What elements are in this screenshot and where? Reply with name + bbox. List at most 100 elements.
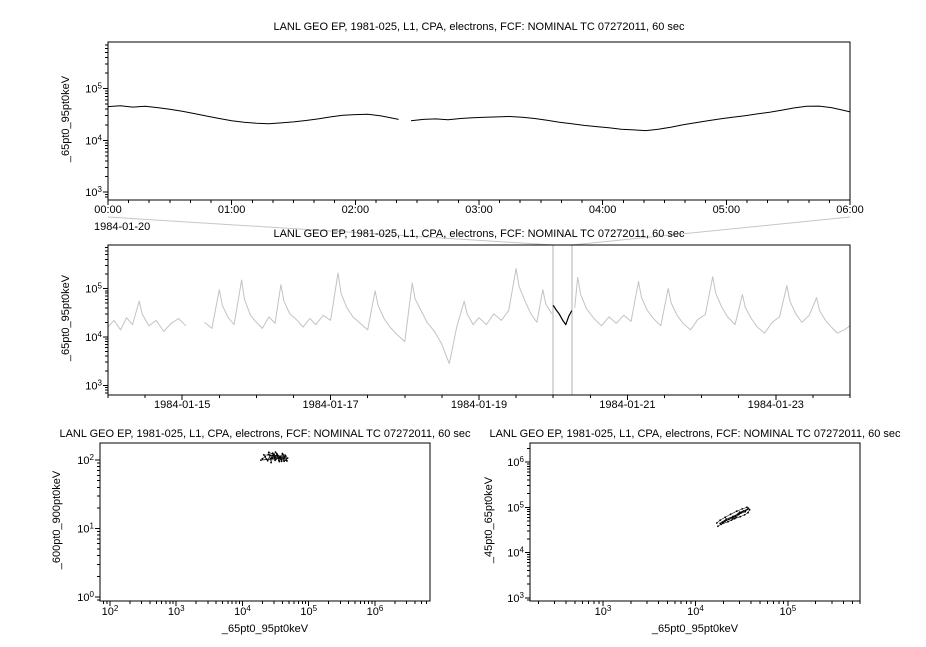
plot3-title: LANL GEO EP, 1981-025, L1, CPA, electron…: [59, 428, 471, 440]
tick-label: 104: [85, 330, 102, 344]
scatter-point: [280, 460, 283, 463]
plot2-ylabel: _65pt0_95pt0keV: [60, 274, 72, 362]
scatter-point: [261, 457, 264, 460]
scatter-point: [271, 456, 273, 459]
scatter-point: [719, 522, 722, 525]
scatter-point: [738, 511, 741, 514]
scatter-point: [278, 459, 280, 462]
scatter-point: [733, 517, 736, 520]
zoom-connector-right: [571, 216, 851, 246]
x-tick-label: 1984-01-23: [748, 399, 804, 411]
scatter-point: [269, 458, 272, 460]
scatter-point: [267, 451, 270, 454]
plot2-group: 103 104 105 1984-01-15 1984-01-17 1984-01-19 1…: [85, 216, 851, 411]
scatter-point: [727, 520, 729, 523]
tick-label: 105: [300, 604, 317, 618]
tick-label: 104: [507, 546, 524, 560]
plot3-group: 100 101 102 102 103 104 105 106: [77, 442, 431, 618]
plot2-canvas[interactable]: [108, 245, 850, 395]
tick-label: 102: [77, 453, 94, 467]
plot3-frame: [99, 442, 431, 602]
x-tick-label: 03:00: [465, 204, 493, 216]
scatter-point: [264, 455, 267, 458]
tick-label: 105: [507, 500, 524, 514]
scatter-point: [721, 521, 724, 523]
scatter-point: [719, 519, 722, 521]
scatter-point: [741, 508, 744, 510]
scatter-point: [286, 457, 289, 459]
scatter-point: [743, 514, 746, 516]
scatter-point: [744, 510, 747, 513]
plot4-canvas[interactable]: [530, 443, 860, 601]
scatter-point: [280, 458, 283, 461]
plot1-canvas[interactable]: [108, 42, 850, 200]
scatter-point: [746, 508, 749, 511]
x-tick-label: 1984-01-17: [302, 399, 358, 411]
scatter-point: [274, 459, 276, 462]
scatter-point: [737, 512, 740, 515]
tick-label: 102: [102, 604, 119, 618]
x-tick-label: 04:00: [589, 204, 617, 216]
scatter-point: [724, 516, 727, 519]
plot3-canvas[interactable]: [100, 443, 430, 601]
tick-label: 100: [77, 590, 94, 604]
scatter-point: [725, 518, 728, 520]
scatter-point: [265, 458, 268, 461]
scatter-point: [715, 522, 718, 524]
plot4-ylabel: _45pt0_65pt0keV: [483, 476, 495, 564]
scatter-point: [278, 456, 281, 459]
x-tick-label: 01:00: [218, 204, 246, 216]
scatter-point: [284, 455, 287, 458]
tick-label: 105: [85, 282, 102, 296]
scatter-point: [283, 460, 285, 463]
x-tick-label: 05:00: [713, 204, 741, 216]
scatter-point: [275, 452, 278, 455]
plot3-ylabel: _600pt0_900pt0keV: [51, 470, 63, 570]
scatter-point: [283, 456, 286, 459]
scatter-point: [262, 454, 265, 456]
x-tick-label: 1984-01-19: [451, 399, 507, 411]
x-tick-label: 02:00: [342, 204, 370, 216]
scatter-point: [266, 459, 269, 462]
tick-label: 106: [367, 604, 384, 618]
tick-label: 105: [780, 604, 797, 618]
tick-label: 101: [77, 521, 94, 535]
x-tick-label: 1984-01-21: [599, 399, 655, 411]
scatter-point: [735, 516, 737, 519]
tick-label: 103: [168, 604, 185, 618]
scatter-point: [747, 511, 749, 514]
scatter-point: [746, 506, 748, 509]
scatter-point: [274, 451, 277, 453]
series-context-b: [204, 268, 553, 365]
scatter-point: [731, 517, 734, 519]
tick-label: 103: [85, 378, 102, 392]
tick-label: 104: [234, 604, 251, 618]
scatter-point: [260, 459, 262, 461]
scatter-point: [286, 460, 288, 462]
scatter-point: [747, 507, 750, 510]
series-context-c: [574, 276, 851, 334]
tick-label: 104: [687, 604, 704, 618]
scatter-point: [276, 454, 279, 457]
scatter-point: [744, 509, 747, 512]
scatter-point: [728, 518, 730, 521]
series-context-a: [107, 300, 187, 332]
scatter-point: [271, 452, 274, 455]
scatter-point: [732, 515, 734, 518]
scatter-point: [748, 508, 751, 511]
plot4-xlabel: _65pt0_95pt0keV: [651, 623, 739, 635]
series-pre-gap: [107, 105, 399, 125]
scatter-point: [717, 525, 719, 528]
scatter-point: [273, 453, 275, 456]
plot4-group: 103 104 105 106 103 104 105: [507, 442, 861, 618]
scatter-point: [282, 453, 284, 456]
scatter-point: [269, 454, 271, 457]
plot3-xlabel: _65pt0_95pt0keV: [221, 623, 309, 635]
tick-label: 105: [85, 82, 102, 96]
scatter-point: [267, 453, 270, 456]
plot4-title: LANL GEO EP, 1981-025, L1, CPA, electron…: [489, 428, 901, 440]
tick-label: 103: [85, 185, 102, 199]
x-tick-label: 06:00: [836, 204, 864, 216]
